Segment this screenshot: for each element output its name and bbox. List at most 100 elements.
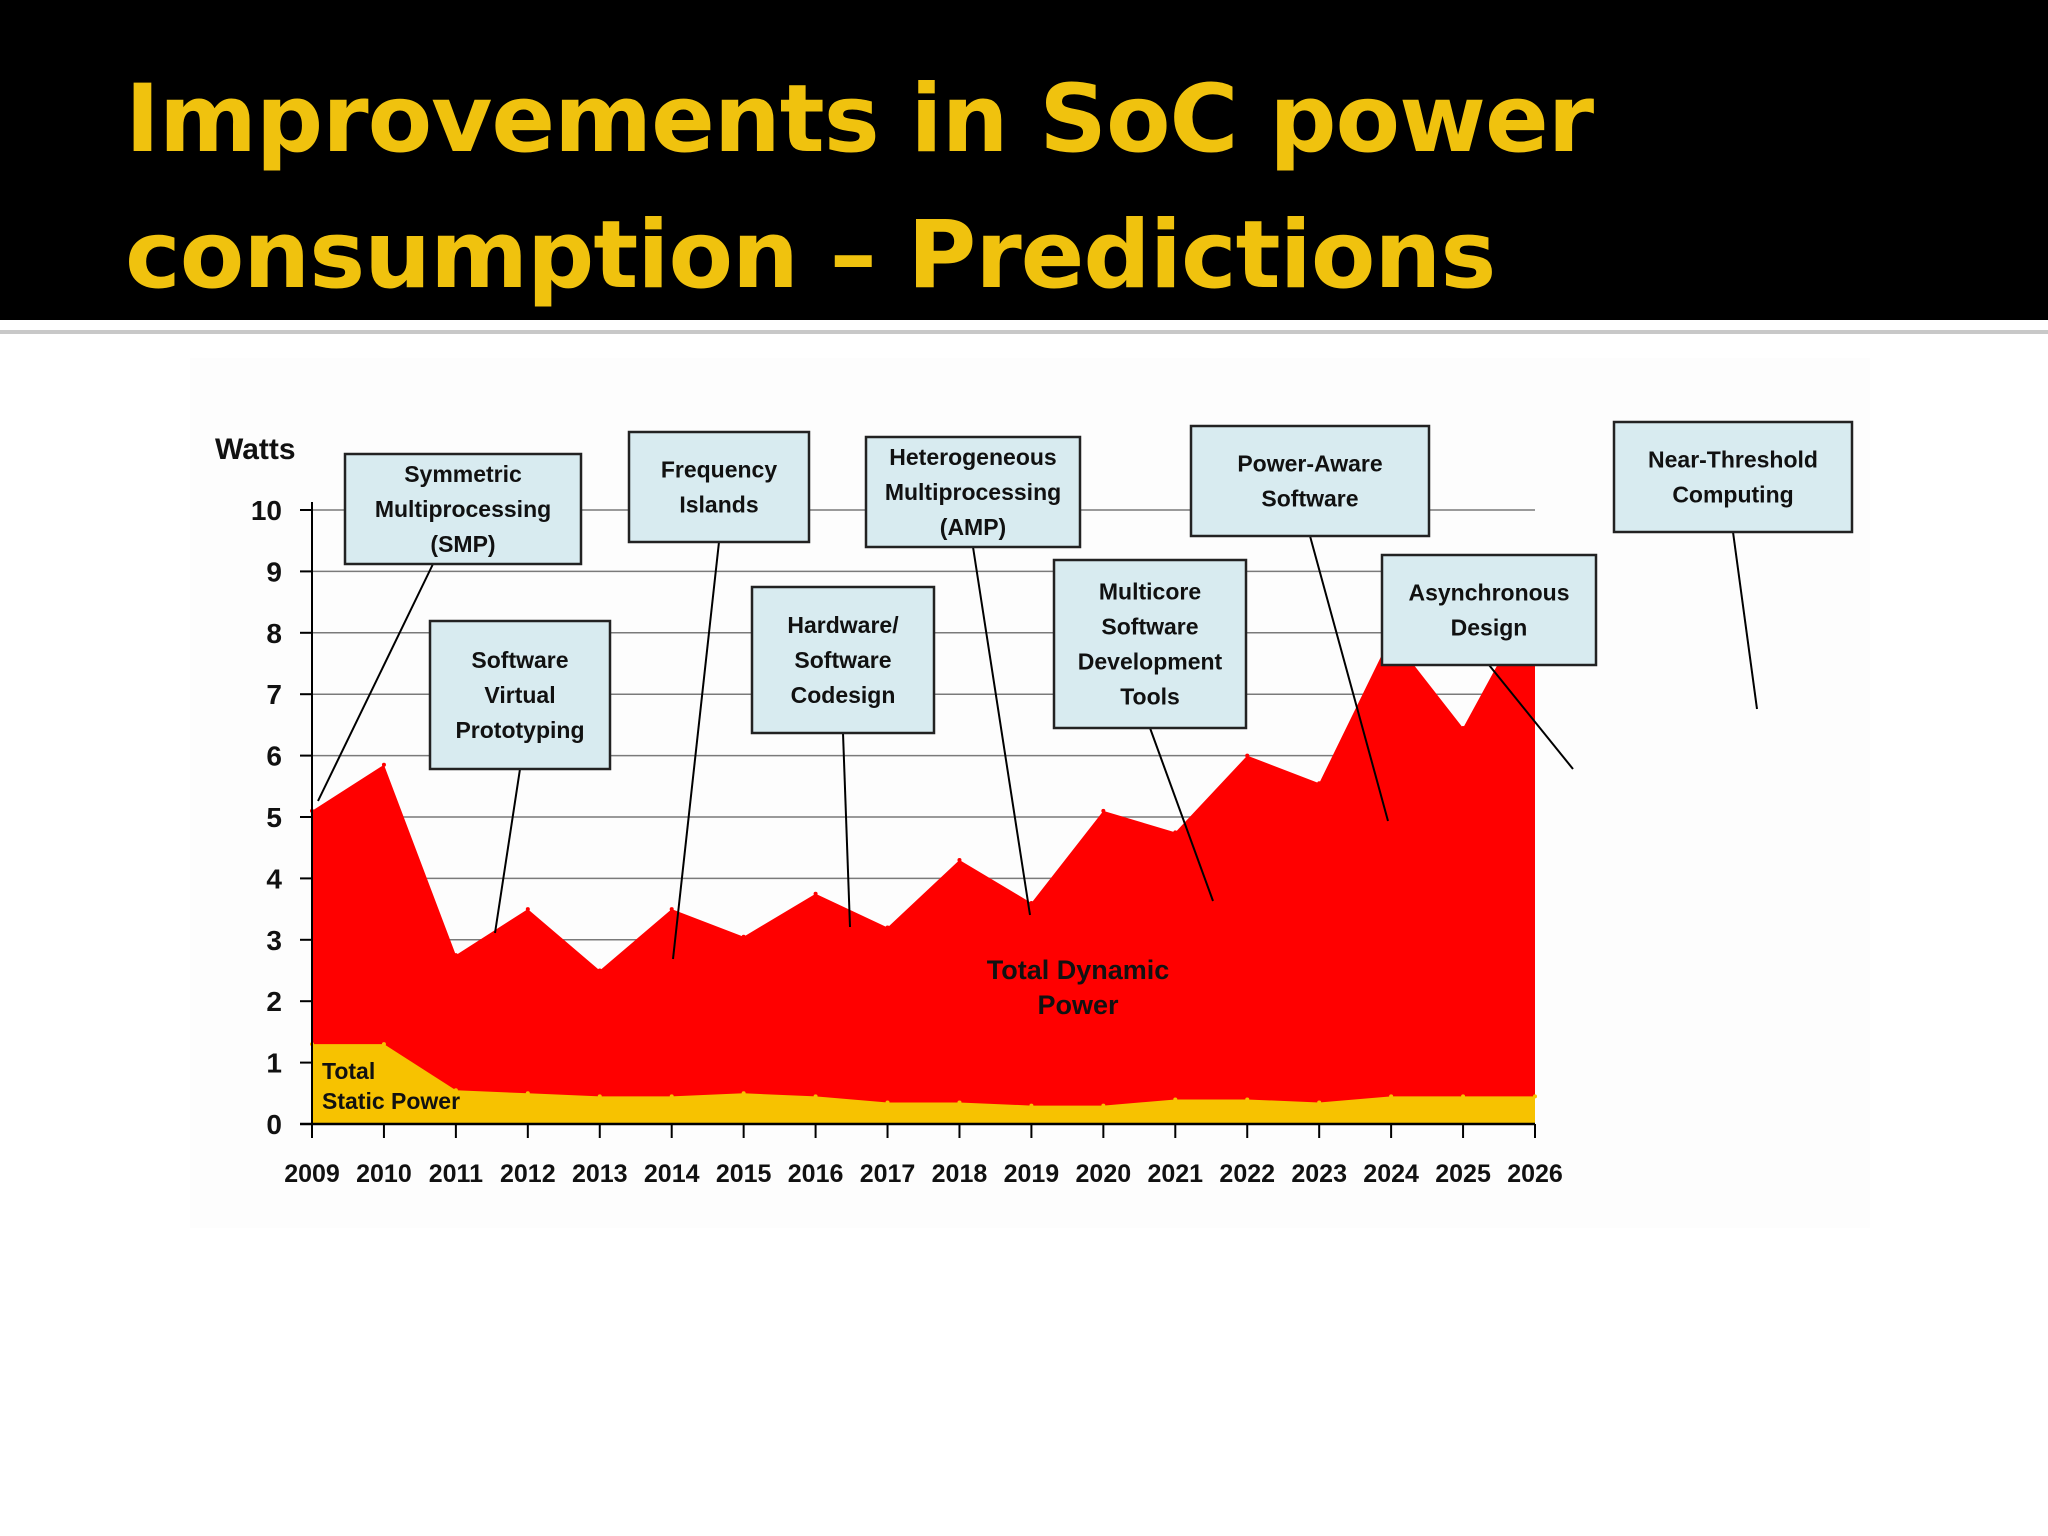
static-point-2017 [885, 1100, 890, 1105]
static-point-2023 [1317, 1100, 1322, 1105]
static-point-2015 [741, 1091, 746, 1096]
y-tick-label: 1 [266, 1048, 282, 1079]
annotation-label-line: Software [1261, 486, 1358, 512]
annotation-label-line: Software [471, 647, 568, 673]
annotation-pointer-2017 [972, 546, 1031, 916]
y-tick-label: 3 [266, 925, 282, 956]
annotation-label: Symmetric Multiprocessing (SMP) [375, 461, 551, 557]
dynamic-point-2023 [1317, 781, 1322, 786]
annotation-pointer-2019 [1149, 727, 1214, 902]
annotation-label-line: Virtual [484, 682, 555, 708]
annotation-label-line: Multiprocessing [375, 496, 551, 522]
annotation-box-2011 [428, 619, 612, 771]
annotation-box-2009 [343, 452, 583, 566]
static-point-2014 [669, 1094, 674, 1099]
annotation-label-line: Software [1101, 614, 1198, 640]
dynamic-power-area [312, 595, 1535, 1124]
annotation-box-2019 [1052, 558, 1248, 730]
x-tick-label: 2020 [1076, 1160, 1132, 1188]
annotation-box-2017 [864, 435, 1082, 549]
annotation-label: Heterogeneous Multiprocessing (AMP) [885, 444, 1061, 540]
x-tick-label: 2015 [716, 1160, 772, 1188]
static-point-2026 [1533, 1094, 1537, 1099]
y-tick-label: 9 [266, 556, 282, 587]
annotation-label-line: (SMP) [430, 531, 495, 557]
annotation-pointer-2021 [1309, 535, 1389, 822]
x-tick-label: 2022 [1219, 1160, 1275, 1188]
y-tick-label: 2 [266, 986, 282, 1017]
chart-panel: 0 1 2 3 4 5 6 7 8 9 10 Watts 2009 2010 2011 2012 2013 201… [190, 358, 1870, 1228]
y-axis-label: Watts [215, 433, 296, 466]
annotation-box-2013 [627, 430, 811, 544]
annotation-pointer-2025 [1732, 531, 1758, 710]
annotation-label: Near-Threshold Computing [1648, 447, 1818, 508]
title-divider [0, 330, 2048, 334]
static-power-area [312, 1044, 1535, 1124]
y-tick-label: 4 [266, 863, 282, 894]
dynamic-power-label-line: Total Dynamic [987, 955, 1170, 985]
annotation-label-line: Computing [1672, 482, 1793, 508]
static-point-2010 [381, 1042, 386, 1047]
annotation-label-line: Prototyping [455, 717, 584, 743]
dynamic-point-2015 [741, 934, 746, 939]
annotation-label-line: Development [1078, 649, 1223, 675]
annotation-box-2015 [750, 585, 936, 735]
dynamic-point-2025 [1461, 725, 1466, 730]
dynamic-point-2022 [1245, 753, 1250, 758]
dynamic-point-2016 [813, 891, 818, 896]
dynamic-point-2011 [453, 953, 458, 958]
annotation-label-line: Multiprocessing [885, 479, 1061, 505]
static-power-label-line: Total [322, 1058, 375, 1084]
y-tick-label: 8 [266, 618, 282, 649]
annotation-pointer-2011 [494, 768, 521, 934]
dynamic-point-2019 [1029, 900, 1034, 905]
annotation-pointer-2013 [672, 541, 720, 960]
annotation-label-line: (AMP) [940, 514, 1006, 540]
annotation-box-2025 [1612, 420, 1854, 534]
dynamic-power-label: Total Dynamic Power [987, 955, 1170, 1020]
annotation-label: Multicore Software Development Tools [1078, 579, 1223, 710]
x-tick-label: 2009 [284, 1160, 340, 1188]
annotation-label-line: Islands [679, 492, 758, 518]
static-point-2025 [1461, 1094, 1466, 1099]
annotation-box-2021 [1189, 424, 1431, 538]
annotation-pointer-2009 [317, 563, 434, 802]
annotation-label-line: Tools [1120, 684, 1180, 710]
annotation-label-line: Asynchronous [1408, 580, 1569, 606]
slide-title-line-1: Improvements in SoC power [125, 65, 1594, 174]
annotation-label-line: Symmetric [404, 461, 522, 487]
static-point-2011 [453, 1088, 458, 1093]
annotation-label: Asynchronous Design [1408, 580, 1569, 641]
x-tick-label: 2012 [500, 1160, 556, 1188]
annotation-label-line: Frequency [661, 457, 778, 483]
annotation-label-line: Near-Threshold [1648, 447, 1818, 473]
x-tick-label: 2013 [572, 1160, 628, 1188]
annotation-label-line: Hardware/ [787, 612, 899, 638]
annotation-label-line: Codesign [791, 682, 896, 708]
annotation-label: Power-Aware Software [1237, 451, 1382, 512]
slide-title-line-2: consumption – Predictions [125, 201, 1496, 310]
y-tick-label: 0 [266, 1109, 282, 1140]
static-point-2021 [1173, 1097, 1178, 1102]
annotation-label: Software Virtual Prototyping [455, 647, 584, 743]
annotation-label-line: Design [1451, 615, 1528, 641]
x-tick-label: 2021 [1147, 1160, 1203, 1188]
static-point-2024 [1389, 1094, 1394, 1099]
static-point-2012 [525, 1091, 530, 1096]
y-tick-label: 5 [266, 802, 282, 833]
x-tick-label: 2017 [860, 1160, 916, 1188]
dynamic-point-2021 [1173, 830, 1178, 835]
annotation-label: Hardware/Software Codesign [787, 612, 899, 708]
static-point-2013 [597, 1094, 602, 1099]
title-bar: Improvements in SoC power consumption – … [0, 0, 2048, 320]
annotation-label-line: Heterogeneous [889, 444, 1056, 470]
power-chart: 0 1 2 3 4 5 6 7 8 9 10 Watts 2009 2010 2011 2012 2013 201… [215, 420, 1854, 1188]
static-point-2020 [1101, 1103, 1106, 1108]
dynamic-point-2013 [597, 968, 602, 973]
x-tick-label: 2011 [429, 1160, 483, 1188]
slide-title: Improvements in SoC power consumption – … [125, 52, 1925, 324]
dynamic-point-2017 [885, 925, 890, 930]
static-point-2022 [1245, 1097, 1250, 1102]
static-point-2019 [1029, 1103, 1034, 1108]
dynamic-point-2010 [381, 762, 386, 767]
